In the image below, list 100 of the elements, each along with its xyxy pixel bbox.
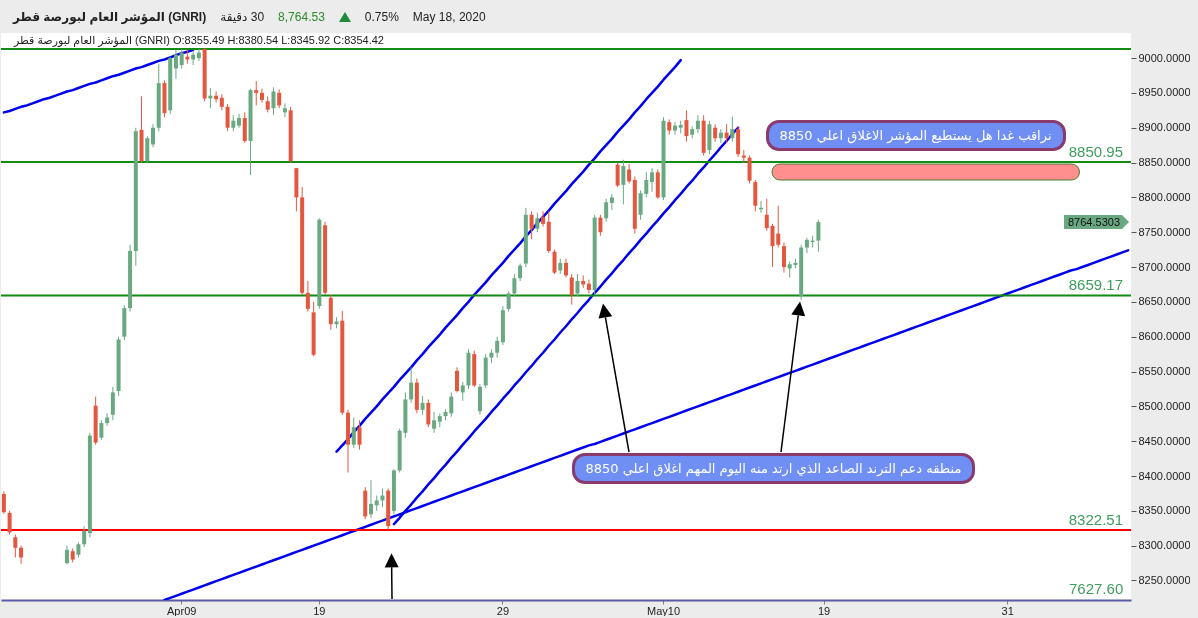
- candlestick: [615, 162, 620, 188]
- candlestick: [512, 273, 517, 297]
- y-tick-label: 8700.0000: [1138, 260, 1191, 273]
- candlestick: [552, 249, 557, 275]
- y-tick-label: 8550.0000: [1138, 365, 1191, 378]
- ref-line-label: 8322.51: [1068, 510, 1123, 528]
- candlestick: [242, 111, 247, 144]
- candlestick: [368, 479, 373, 519]
- candlestick: [609, 193, 614, 211]
- text: May 18, 2020: [412, 9, 486, 24]
- ref-line-label: 8850.95: [1068, 142, 1123, 160]
- candlestick: [305, 280, 310, 313]
- y-tick-label: 8900.0000: [1138, 121, 1191, 134]
- candlestick: [225, 103, 230, 132]
- candlestick: [650, 167, 655, 193]
- candlestick: [730, 116, 735, 143]
- x-tick-label: 19: [313, 604, 326, 617]
- y-tick-label: 8750.0000: [1138, 225, 1191, 238]
- x-tick-label: 31: [1001, 604, 1014, 617]
- candlestick: [7, 510, 12, 536]
- candlestick: [586, 279, 591, 295]
- text: 8,764.53: [278, 9, 325, 24]
- chart-title: المؤشر العام لبورصة قطر (GNRI): [13, 9, 207, 24]
- candlestick: [426, 398, 431, 428]
- chart-subtitle: 30 دقيقة: [220, 9, 265, 24]
- candlestick: [776, 205, 781, 249]
- x-tick-label: Apr09: [167, 604, 197, 617]
- x-tick-label: 19: [818, 604, 831, 617]
- annotation: 8764.5303: [1068, 216, 1120, 229]
- candlestick: [13, 534, 18, 559]
- candlestick: [718, 128, 723, 144]
- candlestick: [254, 80, 259, 106]
- candlestick: [110, 386, 115, 421]
- candlestick: [64, 545, 69, 565]
- annotation: 7627.60: [1069, 580, 1124, 597]
- candlestick: [271, 86, 276, 116]
- candlestick: [535, 212, 540, 233]
- y-tick-label: 8300.0000: [1138, 539, 1191, 552]
- candlestick: [529, 210, 534, 240]
- candlestick: [753, 179, 758, 212]
- y-tick-label: 8950.0000: [1138, 86, 1191, 99]
- candlestick: [695, 114, 700, 134]
- candlestick: [569, 273, 574, 306]
- y-tick-label: 8650.0000: [1138, 295, 1191, 308]
- candlestick: [747, 155, 752, 184]
- candlestick: [259, 88, 264, 104]
- candlestick: [672, 121, 677, 136]
- candlestick: [455, 366, 460, 393]
- x-tick-label: May10: [647, 604, 681, 617]
- candlestick: [19, 545, 24, 565]
- candlestick: [145, 135, 150, 164]
- candlestick: [179, 48, 184, 70]
- annotation: منطقه دعم الترند الصاعد الذي ارتد منه اليوم المهم اغلاق اعلي 8850: [585, 461, 962, 476]
- line-series: [2, 48, 195, 114]
- candlestick: [506, 290, 511, 313]
- candlestick: [420, 395, 425, 416]
- candlestick: [151, 123, 156, 148]
- annotation: نراقب غدا هل يستطيع المؤشر الاغلاق اعلي 8850: [779, 128, 1052, 143]
- y-tick-label: 8500.0000: [1138, 399, 1191, 412]
- candlestick: [82, 525, 87, 548]
- line-series: [335, 58, 682, 453]
- candlestick: [713, 123, 718, 143]
- candlestick: [357, 419, 362, 451]
- candlestick: [684, 109, 689, 143]
- candlestick: [598, 214, 603, 237]
- candlestick: [277, 88, 282, 109]
- y-tick-label: 8850.0000: [1138, 156, 1191, 169]
- annotation: المؤشر العام لبورصة قطر (GNRI) O:8355.49 H:8380.54 L:8345.92 C:8354.42: [14, 34, 384, 46]
- candlestick: [351, 417, 356, 449]
- candlestick: [604, 198, 609, 223]
- candlestick: [282, 102, 287, 118]
- candlestick: [816, 219, 821, 253]
- x-tick-label: 29: [496, 604, 510, 617]
- candlestick: [781, 242, 786, 274]
- candlestick: [1, 490, 6, 515]
- candlestick: [105, 412, 110, 427]
- y-tick-label: 8800.0000: [1138, 190, 1191, 203]
- candlestick: [724, 123, 729, 144]
- candlestick: [627, 163, 632, 184]
- candlestick: [621, 159, 626, 205]
- candlestick: [99, 419, 104, 441]
- y-tick-label: 8250.0000: [1138, 574, 1191, 586]
- y-tick-label: 8450.0000: [1138, 434, 1191, 447]
- candlestick: [541, 210, 546, 228]
- y-tick-label: 8600.0000: [1138, 330, 1191, 343]
- candlestick: [409, 366, 414, 404]
- ref-line-label: 8659.17: [1068, 276, 1123, 294]
- candlestick: [804, 237, 809, 254]
- candlestick: [575, 273, 580, 297]
- candlestick: [460, 381, 465, 402]
- y-tick-label: 9000.0000: [1138, 51, 1191, 64]
- y-tick-label: 8350.0000: [1138, 504, 1191, 517]
- candlestick: [196, 48, 201, 62]
- candlestick: [432, 411, 437, 434]
- text: 0.75%: [364, 9, 399, 24]
- callout-box: منطقه دعم الترند الصاعد الذي ارتد منه اليوم المهم اغلاق اعلي 8850: [571, 453, 976, 484]
- y-tick-label: 8400.0000: [1138, 469, 1191, 482]
- candlestick: [564, 258, 568, 278]
- callout-box: نراقب غدا هل يستطيع المؤشر الاغلاق اعلي 8850: [765, 120, 1066, 151]
- price-tag: 8764.5303: [1064, 215, 1129, 230]
